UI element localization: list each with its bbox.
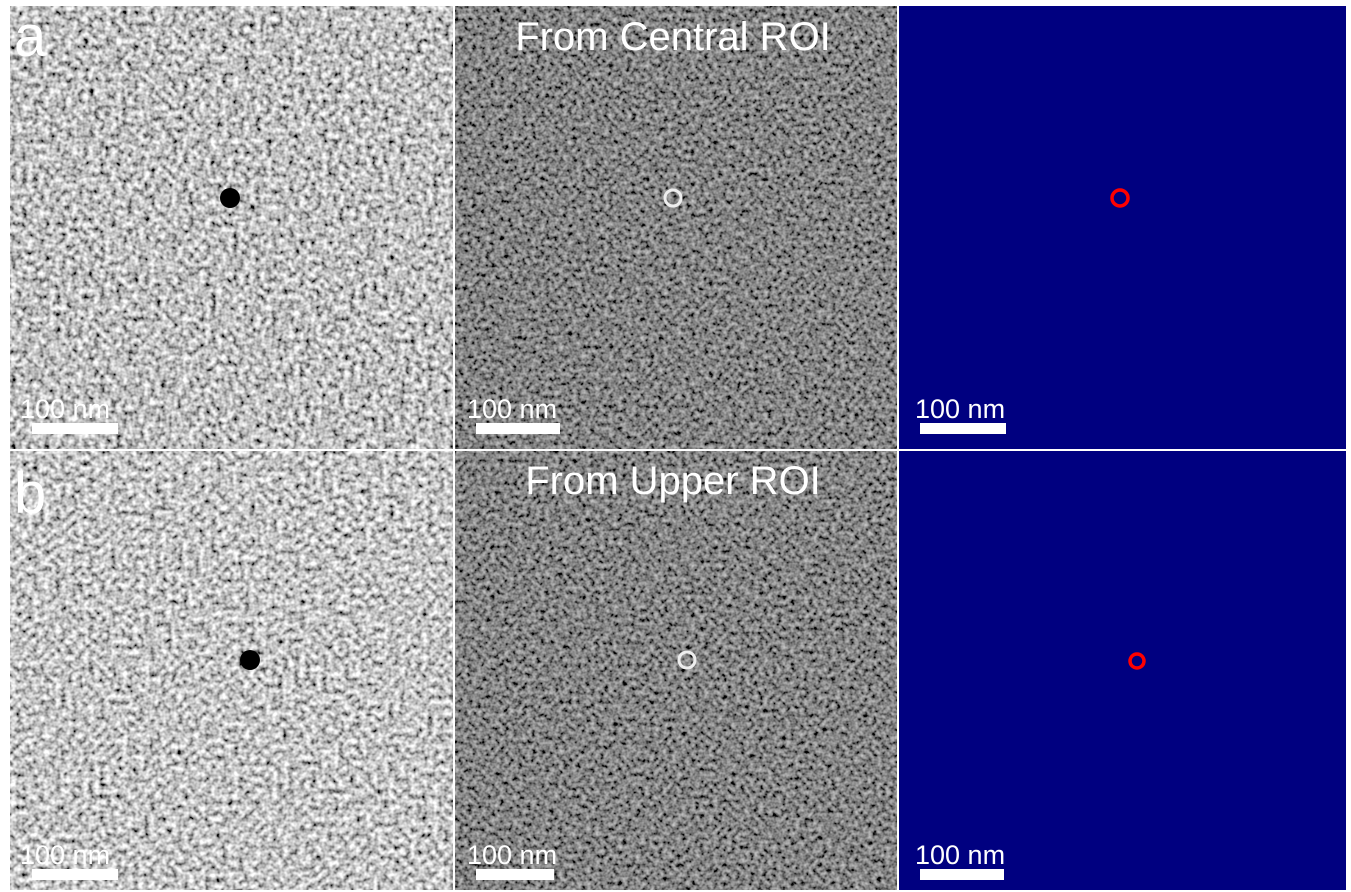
scale-bar	[476, 869, 554, 880]
scale-bar-label: 100 nm	[20, 394, 110, 424]
panel-label: a	[14, 4, 47, 69]
row-a: a From Central ROI 100 nm 100 nm 100 nm	[10, 4, 1346, 449]
mask-image	[899, 451, 1346, 890]
scale-bar-label: 100 nm	[467, 840, 557, 870]
scale-bar	[920, 869, 1004, 880]
panel-title: From Upper ROI	[525, 459, 821, 503]
scale-bar	[476, 423, 560, 434]
panel-label: b	[14, 461, 46, 526]
particle	[240, 650, 260, 670]
scale-bar-label: 100 nm	[915, 394, 1005, 424]
row-b: b From Upper ROI 100 nm 100 nm 100 nm	[10, 451, 1346, 890]
figure: a From Central ROI 100 nm 100 nm 100 nm …	[0, 0, 1351, 892]
filtered-image	[455, 451, 897, 890]
mask-image	[899, 6, 1346, 449]
scale-bar-label: 100 nm	[20, 840, 110, 870]
tem-image	[10, 451, 453, 890]
scale-bar	[920, 423, 1006, 434]
filtered-image	[455, 6, 897, 449]
scale-bar-label: 100 nm	[467, 394, 557, 424]
tem-image	[10, 6, 453, 449]
panel-title: From Central ROI	[515, 15, 831, 59]
scale-bar	[32, 869, 118, 880]
particle	[220, 188, 240, 208]
scale-bar-label: 100 nm	[915, 840, 1005, 870]
scale-bar	[32, 423, 118, 434]
